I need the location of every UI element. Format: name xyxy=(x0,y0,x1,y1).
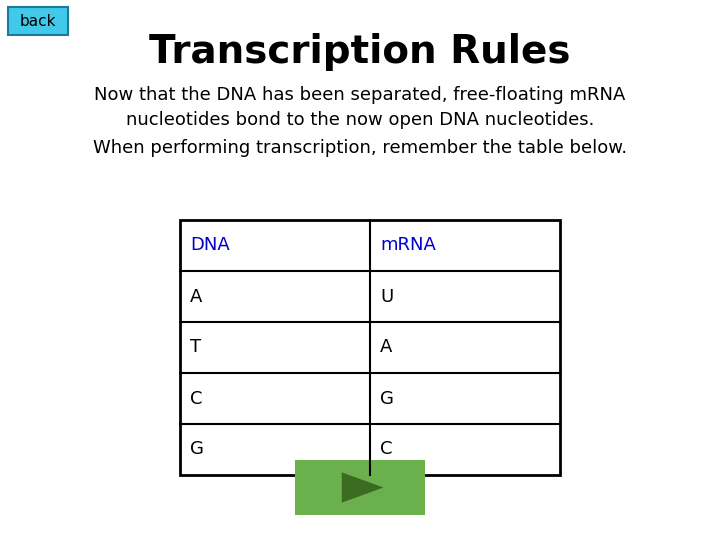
Text: back: back xyxy=(19,14,56,29)
Bar xyxy=(295,460,425,515)
Text: Now that the DNA has been separated, free-floating mRNA: Now that the DNA has been separated, fre… xyxy=(94,86,626,104)
Text: A: A xyxy=(190,287,202,306)
Text: DNA: DNA xyxy=(190,237,230,254)
Bar xyxy=(8,7,68,35)
Text: mRNA: mRNA xyxy=(380,237,436,254)
Text: U: U xyxy=(380,287,393,306)
Text: Transcription Rules: Transcription Rules xyxy=(149,33,571,71)
Text: A: A xyxy=(380,339,392,356)
Text: G: G xyxy=(380,389,394,408)
Bar xyxy=(180,220,560,475)
Text: C: C xyxy=(380,441,392,458)
Text: G: G xyxy=(190,441,204,458)
Text: When performing transcription, remember the table below.: When performing transcription, remember … xyxy=(93,139,627,157)
Text: nucleotides bond to the now open DNA nucleotides.: nucleotides bond to the now open DNA nuc… xyxy=(126,111,594,129)
Polygon shape xyxy=(342,472,384,503)
Text: T: T xyxy=(190,339,201,356)
Text: C: C xyxy=(190,389,202,408)
